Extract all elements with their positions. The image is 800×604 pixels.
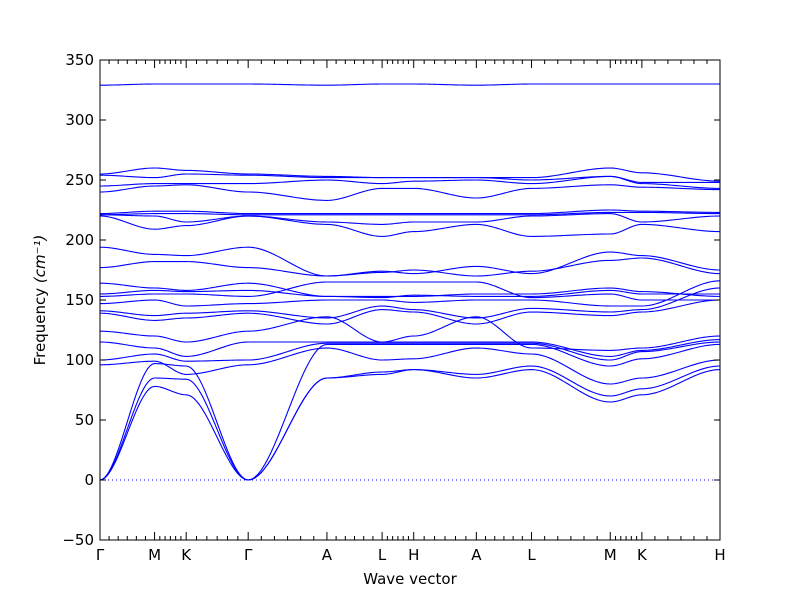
- x-tick-label: M: [604, 546, 617, 564]
- x-tick-label: L: [527, 546, 536, 564]
- y-tick-label: 100: [65, 351, 94, 369]
- x-tick-label: Γ: [244, 546, 253, 564]
- band-lines: [99, 83, 721, 481]
- x-tick-label: Γ: [96, 546, 105, 564]
- x-tick-label: H: [714, 546, 725, 564]
- band-line-19: [99, 209, 721, 215]
- band-line-16: [99, 215, 721, 237]
- band-line-1: [99, 369, 721, 481]
- y-axis-label: Frequency (cm⁻¹): [31, 235, 49, 366]
- band-line-17: [99, 213, 721, 225]
- band-line-2: [99, 365, 721, 481]
- y-tick-label: 0: [84, 471, 94, 489]
- band-line-15: [99, 246, 721, 277]
- band-line-13: [99, 282, 721, 297]
- y-axis-label-unit: (cm⁻¹): [31, 235, 49, 284]
- y-tick-label: 150: [65, 291, 94, 309]
- plot-frame: [99, 59, 721, 541]
- y-axis-ticks: −50 0 50 100 150 200 250 300 350: [62, 51, 720, 549]
- band-line-23: [99, 167, 721, 182]
- band-line-7: [99, 316, 721, 351]
- band-line-5: [99, 341, 721, 362]
- band-line-6: [99, 339, 721, 357]
- x-tick-label: A: [471, 546, 482, 564]
- x-tick-label: K: [637, 546, 648, 564]
- plot-background: [100, 60, 720, 540]
- band-line-14: [99, 257, 721, 277]
- y-tick-label: −50: [62, 531, 94, 549]
- band-line-20: [99, 184, 721, 201]
- x-tick-label: K: [181, 546, 192, 564]
- y-tick-label: 350: [65, 51, 94, 69]
- band-line-11: [99, 281, 720, 301]
- band-line-9: [99, 287, 721, 319]
- band-line-18: [99, 211, 721, 216]
- x-tick-label: A: [322, 546, 333, 564]
- x-tick-label: H: [408, 546, 419, 564]
- x-axis-label: Wave vector: [363, 570, 457, 588]
- x-tick-label: L: [378, 546, 387, 564]
- band-line-4: [99, 347, 721, 385]
- x-tick-label: M: [148, 546, 161, 564]
- band-line-24: [99, 83, 720, 86]
- y-tick-label: 300: [65, 111, 94, 129]
- y-tick-label: 250: [65, 171, 94, 189]
- y-tick-label: 200: [65, 231, 94, 249]
- band-line-10: [99, 280, 721, 307]
- band-line-8: [99, 299, 721, 325]
- y-tick-label: 50: [75, 411, 94, 429]
- y-axis-label-text: Frequency: [31, 288, 49, 366]
- band-line-3: [99, 343, 721, 481]
